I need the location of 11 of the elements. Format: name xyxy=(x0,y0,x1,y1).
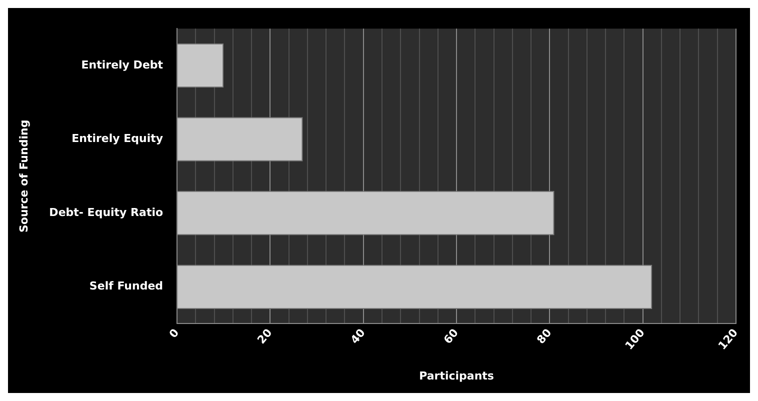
y-tick-label: Entirely Equity xyxy=(72,132,164,146)
y-tick-label: Debt- Equity Ratio xyxy=(49,206,164,219)
y-tick-label: Self Funded xyxy=(89,280,164,293)
y-tick-label: Entirely Debt xyxy=(81,58,164,72)
x-tick-label: 40 xyxy=(348,326,368,346)
x-tick-label: 0 xyxy=(166,326,182,341)
x-axis-title: Participants xyxy=(419,369,494,382)
x-tick-label: 80 xyxy=(534,326,554,346)
x-tick-label: 20 xyxy=(254,326,275,346)
y-axis-title: Source of Funding xyxy=(17,120,30,233)
x-tick-label: 60 xyxy=(441,326,462,346)
